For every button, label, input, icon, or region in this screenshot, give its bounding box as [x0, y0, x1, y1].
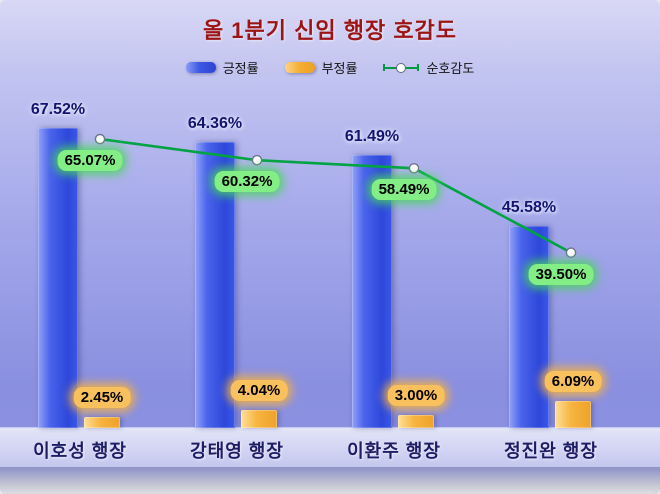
net-value-label: 58.49%: [371, 179, 437, 201]
positive-value-label: 64.36%: [187, 115, 243, 133]
legend: 긍정률 부정률 순호감도: [0, 58, 660, 77]
footer-band: [0, 467, 660, 494]
positive-bar: [509, 225, 549, 428]
positive-value-label: 61.49%: [344, 127, 400, 145]
negative-bar: [241, 410, 277, 428]
category-label: 이호성 행장: [33, 441, 127, 461]
legend-item-negative: 부정률: [284, 58, 358, 77]
positive-value-label: 67.52%: [30, 101, 86, 119]
negative-value-label: 6.09%: [544, 370, 602, 392]
negative-bar: [398, 414, 434, 428]
net-value-label: 65.07%: [57, 150, 123, 172]
chart-title: 올 1분기 신임 행장 호감도: [202, 18, 458, 43]
positive-value-label: 45.58%: [501, 198, 557, 216]
net-series-line-icon: [383, 61, 420, 74]
category-label: 이환주 행장: [347, 441, 441, 461]
legend-item-net: 순호감도: [383, 58, 474, 77]
legend-item-positive: 긍정률: [185, 58, 259, 77]
category-label: 강태영 행장: [190, 441, 284, 461]
negative-value-label: 2.45%: [73, 387, 131, 409]
negative-value-label: 4.04%: [230, 380, 288, 402]
negative-bar: [555, 400, 591, 428]
legend-label-positive: 긍정률: [222, 61, 259, 76]
category-axis-band: [0, 428, 660, 467]
net-value-label: 39.50%: [528, 263, 594, 285]
negative-value-label: 3.00%: [387, 384, 445, 406]
negative-bar: [84, 417, 120, 428]
positive-bar: [38, 128, 78, 428]
line-tick-icon: [417, 64, 420, 71]
line-marker-icon: [396, 62, 407, 73]
negative-series-swatch-icon: [284, 62, 315, 73]
legend-label-negative: 부정률: [321, 61, 358, 76]
legend-label-net: 순호감도: [426, 61, 475, 76]
positive-series-swatch-icon: [185, 62, 216, 73]
net-value-label: 60.32%: [214, 171, 280, 193]
category-label: 정진완 행장: [504, 441, 598, 461]
